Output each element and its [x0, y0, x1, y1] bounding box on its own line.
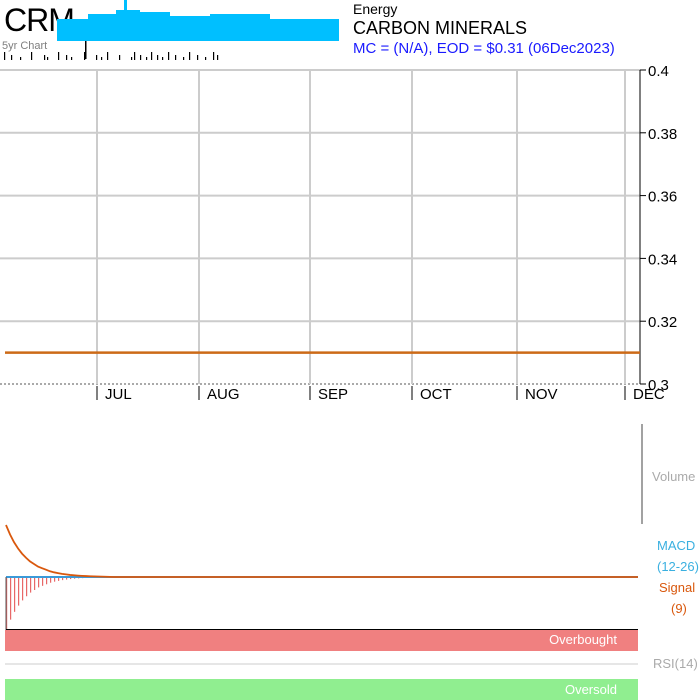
sparkline-area-step-5	[210, 14, 270, 20]
sparkline-area-peak	[124, 0, 127, 12]
sparkline-area-step-2	[116, 10, 140, 20]
sparkline-volume-tick	[157, 55, 159, 60]
price-gridlines	[0, 69, 640, 385]
volume-panel: Volume	[641, 424, 695, 524]
month-label: OCT	[420, 386, 452, 403]
signal-label: Signal	[659, 580, 695, 595]
sparkline-area-block	[57, 19, 339, 41]
price-tick-label: 0.32	[648, 314, 677, 331]
sparkline-volume-tick	[31, 52, 33, 60]
sparkline-volume-tick	[107, 52, 109, 60]
sparkline-volume-tick	[217, 55, 219, 60]
macd-histogram-bar	[46, 577, 48, 585]
sparkline-volume-tick	[101, 57, 103, 60]
sparkline-volume-tick	[96, 55, 98, 60]
macd-histogram-bar	[26, 577, 28, 597]
sparkline-volume-tick	[168, 52, 170, 60]
sparkline-volume-tick	[47, 57, 49, 60]
sparkline-area-step-3	[140, 12, 170, 20]
sparkline-volume-tick	[175, 55, 177, 60]
sparkline-area-step-4	[170, 16, 210, 20]
macd-histogram-bar	[30, 577, 32, 593]
sparkline-volume-tick	[20, 57, 22, 60]
five-year-sparkline	[4, 0, 339, 60]
sparkline-volume-tick	[213, 52, 215, 60]
sparkline-volume-tick	[119, 55, 121, 60]
sparkline-volume-tick	[58, 52, 60, 60]
macd-histogram-bar	[22, 577, 24, 601]
sparkline-volume-tick	[4, 52, 6, 60]
macd-histogram-bar	[6, 577, 8, 629]
price-tick-label: 0.38	[648, 126, 677, 143]
sparkline-volume-tick	[131, 57, 133, 60]
sparkline-volume-tick	[66, 55, 68, 60]
sparkline-volume-tick	[71, 57, 73, 60]
price-axis: 0.3 0.32 0.34 0.36 0.38 0.4	[639, 63, 677, 394]
sparkline-volume-tick	[44, 55, 46, 60]
macd-histogram-bar	[58, 577, 60, 581]
macd-histogram-bar	[70, 577, 72, 580]
price-tick-label: 0.36	[648, 189, 677, 206]
sparkline-volume-tick	[183, 57, 185, 60]
sparkline-volume-tick	[11, 55, 13, 60]
sparkline-volume-tick	[189, 52, 191, 60]
month-axis: JUL AUG SEP OCT NOV DEC	[96, 386, 665, 403]
sparkline-volume-tick	[134, 52, 136, 60]
macd-histogram-bar	[50, 577, 52, 583]
month-label: SEP	[318, 386, 348, 403]
month-label: NOV	[525, 386, 558, 403]
sparkline-volume-tick	[197, 55, 199, 60]
oversold-band	[5, 679, 638, 700]
company-name: CARBON MINERALS	[353, 18, 528, 38]
quote-summary: MC = (N/A), EOD = $0.31 (06Dec2023)	[353, 40, 615, 57]
sparkline-volume-tick	[84, 52, 86, 60]
month-label: AUG	[207, 386, 240, 403]
month-label: DEC	[633, 386, 665, 403]
macd-label: MACD	[657, 538, 695, 553]
sector-label: Energy	[353, 1, 398, 17]
overbought-band	[5, 630, 638, 651]
volume-label: Volume	[652, 469, 695, 484]
sparkline-volume-tick	[151, 52, 153, 60]
overbought-label: Overbought	[549, 632, 617, 647]
macd-histogram-bar	[54, 577, 56, 582]
sparkline-volume-tick	[205, 57, 207, 60]
macd-histogram-bar	[62, 577, 64, 581]
macd-params: (12-26)	[657, 559, 699, 574]
price-tick-label: 0.4	[648, 63, 669, 80]
price-tick-label: 0.34	[648, 251, 677, 268]
macd-histogram-bar	[38, 577, 40, 588]
macd-histogram-bar	[42, 577, 44, 586]
sparkline-volume-tick	[140, 55, 142, 60]
macd-histogram-bar	[34, 577, 36, 590]
rsi-panel: Overbought RSI(14) Oversold	[5, 630, 698, 700]
macd-panel: MACD (12-26) Signal (9)	[5, 524, 699, 631]
price-tick-label: 0.3	[648, 377, 669, 394]
sparkline-area-step-1	[88, 14, 116, 20]
macd-histogram-bar	[10, 577, 12, 620]
signal-line	[5, 524, 638, 578]
macd-histogram-bar	[14, 577, 16, 612]
oversold-label: Oversold	[565, 682, 617, 697]
macd-histogram-bar	[66, 577, 68, 580]
macd-histogram-bar	[18, 577, 20, 606]
rsi-label: RSI(14)	[653, 656, 698, 671]
chart-period-label: 5yr Chart	[2, 40, 48, 52]
signal-params: (9)	[671, 601, 687, 616]
sparkline-volume-tick	[146, 57, 148, 60]
month-label: JUL	[105, 386, 132, 403]
sparkline-volume-spike	[85, 41, 87, 59]
sparkline-volume-tick	[162, 57, 164, 60]
